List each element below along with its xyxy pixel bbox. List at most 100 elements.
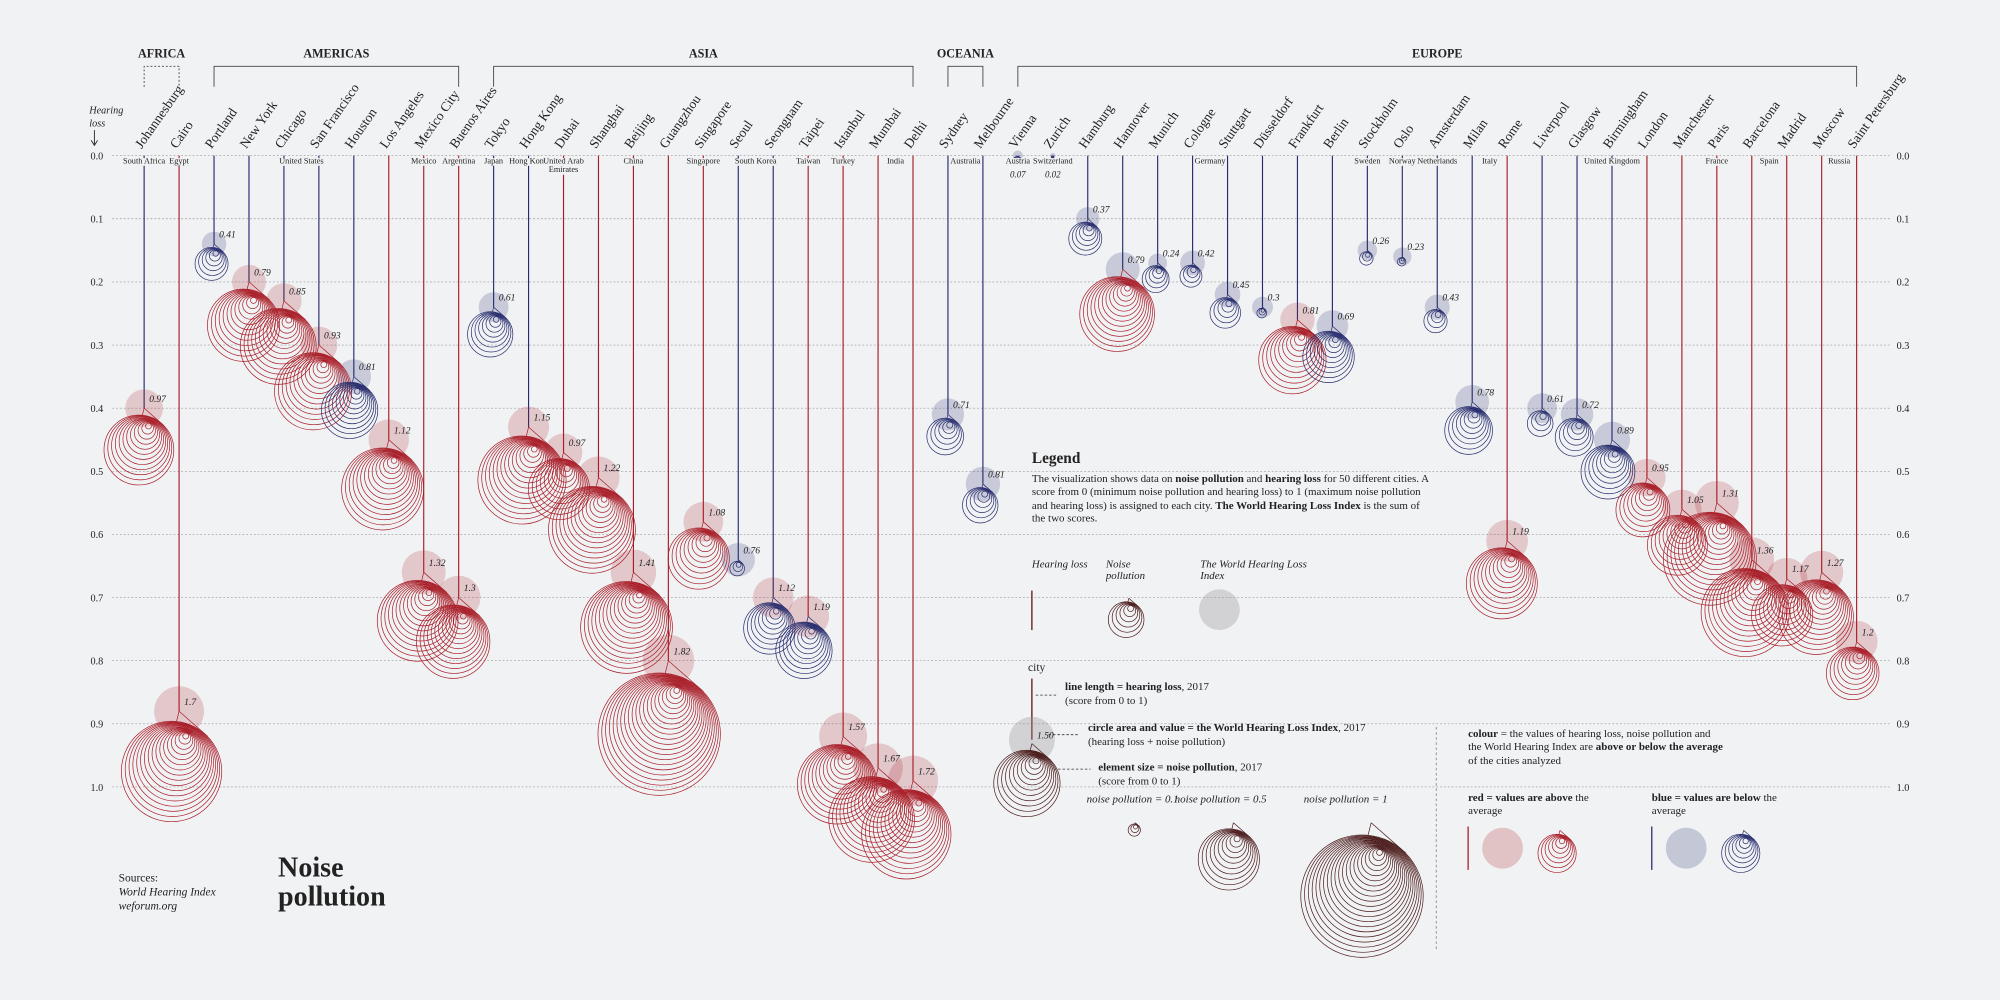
country-name: Argentina xyxy=(442,158,476,166)
droplet-ring xyxy=(222,291,272,341)
droplet-ring xyxy=(1258,326,1327,395)
droplet-ring xyxy=(388,582,453,647)
text-segment: the average xyxy=(1468,790,1589,817)
droplet-ring xyxy=(1631,485,1662,517)
droplet-tip xyxy=(1231,822,1252,839)
droplet-ring xyxy=(1666,518,1698,550)
droplet-ring xyxy=(1642,487,1656,501)
source-item: World Hearing Index xyxy=(119,886,216,898)
index-label: 1.12 xyxy=(394,425,411,436)
country-name: Austria xyxy=(1005,158,1031,166)
droplet-ring xyxy=(427,606,485,664)
country-name: France xyxy=(1705,158,1729,166)
droplet-ring xyxy=(360,451,414,505)
droplet-ring xyxy=(247,309,313,375)
droplet-ring xyxy=(492,438,559,504)
droplet-ring xyxy=(750,603,792,645)
country-label: Sweden xyxy=(1332,158,1403,167)
text-segment: = the values of hearing loss, noise poll… xyxy=(1468,727,1711,753)
droplet-ring xyxy=(1719,522,1727,530)
droplet-ring xyxy=(1111,602,1143,633)
droplet-ring xyxy=(600,496,608,503)
index-label: 1.15 xyxy=(534,413,551,424)
country-name: Sweden xyxy=(1354,158,1381,166)
droplet-ring xyxy=(1357,845,1393,882)
index-label: 1.41 xyxy=(639,558,656,569)
chart-title: Noise pollution xyxy=(278,852,386,913)
droplet-ring xyxy=(1779,589,1799,609)
droplet-ring xyxy=(418,587,437,607)
droplet-tip xyxy=(1645,477,1663,492)
index-label: 0.26 xyxy=(1372,236,1389,247)
index-label: 1.7 xyxy=(184,697,197,708)
droplet-ring xyxy=(383,455,402,474)
droplet-ring xyxy=(646,682,695,730)
droplet-ring xyxy=(376,580,459,662)
droplet-ring xyxy=(582,492,618,528)
droplet xyxy=(861,780,952,880)
droplet-ring xyxy=(587,582,669,664)
droplet-ring xyxy=(1615,482,1671,538)
droplet-ring xyxy=(1190,266,1197,274)
index-label: 0.81 xyxy=(1303,305,1320,316)
droplet-ring xyxy=(1274,329,1318,373)
droplet-tip xyxy=(176,710,208,737)
droplet xyxy=(1721,830,1761,873)
country-name: Russia xyxy=(1828,158,1851,166)
droplet-ring xyxy=(786,623,827,665)
droplet-ring xyxy=(650,682,693,725)
droplet-ring xyxy=(624,677,707,761)
droplet-ring xyxy=(1837,648,1874,685)
droplet-ring xyxy=(1715,522,1729,535)
droplet-ring xyxy=(903,797,929,822)
country-label: Mexico xyxy=(388,158,459,167)
droplet-ring xyxy=(321,381,379,439)
droplet-tip xyxy=(1127,597,1140,608)
droplet-ring xyxy=(1001,751,1057,807)
country-name: Australia xyxy=(950,158,981,166)
droplet-ring xyxy=(610,586,657,634)
noise-example-label-box: noise pollution = 1 xyxy=(1304,793,1388,804)
droplet-ring xyxy=(1584,445,1634,495)
droplet-ring xyxy=(178,731,192,745)
droplet-ring xyxy=(1841,649,1872,680)
droplet-ring xyxy=(1186,266,1199,278)
droplet-ring xyxy=(1332,336,1339,344)
region-bracket xyxy=(213,65,460,87)
droplet-ring xyxy=(1119,603,1139,623)
droplet-ring xyxy=(735,562,742,568)
droplet xyxy=(743,597,796,655)
index-label: 0.79 xyxy=(254,268,271,279)
index-label: 0.76 xyxy=(743,545,760,556)
droplet-ring xyxy=(1489,551,1526,589)
droplet-ring xyxy=(1541,834,1575,869)
droplet-ring xyxy=(602,585,661,644)
droplet-ring xyxy=(1109,282,1139,312)
droplet-ring xyxy=(595,584,665,654)
droplet-ring xyxy=(559,488,630,559)
droplet-ring xyxy=(539,460,584,504)
index-label: 1.32 xyxy=(429,558,446,569)
droplet-ring xyxy=(1666,512,1755,601)
droplet-ring xyxy=(1086,277,1151,342)
city-label: Munich xyxy=(1145,108,1181,151)
droplet-ring xyxy=(601,673,719,791)
droplet-ring xyxy=(421,588,435,601)
legend-title: Legend xyxy=(1032,450,1081,467)
droplet-ring xyxy=(141,422,154,435)
droplet-ring xyxy=(343,386,367,410)
country-label: South Korea xyxy=(720,158,791,167)
droplet-ring xyxy=(1845,650,1870,675)
droplet-ring xyxy=(1148,266,1166,284)
text-segment: the average xyxy=(1651,790,1777,817)
country-label: Turkey xyxy=(807,158,878,167)
droplet-ring xyxy=(1731,835,1755,859)
droplet-ring xyxy=(281,316,295,329)
droplet-ring xyxy=(430,607,483,659)
droplet-ring xyxy=(519,443,544,468)
index-label: 0.45 xyxy=(1233,280,1250,291)
country-label-box: France xyxy=(1705,158,1729,166)
droplet xyxy=(416,597,491,679)
legend-sub: (score from 0 to 1) xyxy=(1098,774,1181,787)
droplet-ring xyxy=(574,491,622,539)
